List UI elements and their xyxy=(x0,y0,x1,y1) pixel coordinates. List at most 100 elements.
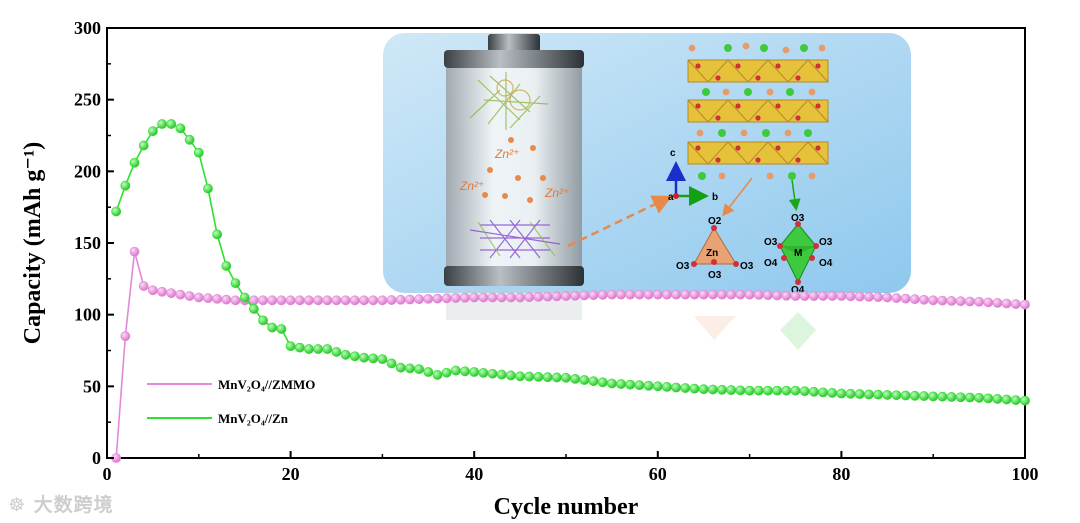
series-1-point xyxy=(873,389,884,400)
series-1-point xyxy=(414,364,425,375)
y-tick-label: 0 xyxy=(92,448,101,468)
series-0-point xyxy=(717,289,727,300)
series-1-point xyxy=(689,383,700,394)
series-0-point xyxy=(203,293,213,304)
series-1-point xyxy=(515,371,525,382)
series-1-point xyxy=(561,372,571,383)
series-1-point xyxy=(845,388,856,399)
series-1-point xyxy=(423,367,434,377)
zn-ion-label-2: Zn²⁺ xyxy=(459,179,484,193)
series-1-point xyxy=(707,384,718,395)
series-0-point xyxy=(386,295,397,305)
series-0-point xyxy=(671,289,682,300)
series-1-point xyxy=(469,367,480,377)
series-1-point xyxy=(184,134,195,145)
crystal-axes: c b a xyxy=(666,148,718,206)
series-0-point xyxy=(432,293,443,304)
series-1-point xyxy=(524,371,535,382)
series-1-point xyxy=(625,379,636,390)
series-1-point xyxy=(983,393,994,404)
legend-label-zn: MnV₂O₄//Zn xyxy=(218,411,289,426)
series-1-point xyxy=(340,349,351,360)
series-1-point xyxy=(662,382,672,392)
series-0-point xyxy=(248,295,259,306)
series-0-point xyxy=(450,293,461,303)
series-1-point xyxy=(496,369,507,380)
series-1-point xyxy=(368,353,379,364)
series-0-point xyxy=(377,295,388,306)
series-1-point xyxy=(698,384,709,395)
series-0-point xyxy=(790,291,801,301)
series-1-point xyxy=(790,385,801,396)
zn-site-arrow xyxy=(722,177,753,217)
series-0-point xyxy=(322,295,333,306)
series-1-point xyxy=(652,381,663,392)
series-0-point xyxy=(726,289,737,300)
series-0-point xyxy=(147,285,158,296)
series-1-point xyxy=(891,390,902,401)
series-0-point xyxy=(818,291,828,301)
series-0-point xyxy=(854,291,865,302)
series-1-point xyxy=(1020,395,1030,406)
series-1-point xyxy=(166,119,177,129)
series-0-point xyxy=(607,289,617,300)
series-0-point xyxy=(405,294,415,305)
series-0-point xyxy=(221,294,232,305)
series-0-point xyxy=(469,292,480,303)
series-0-point xyxy=(864,291,874,302)
series-1-point xyxy=(726,385,737,395)
m-o-right2: O4 xyxy=(819,258,833,269)
y-tick-label: 300 xyxy=(74,18,101,38)
series-0-point xyxy=(285,295,296,306)
zn-ion-label-1: Zn²⁺ xyxy=(494,147,519,161)
series-1-point xyxy=(294,342,305,353)
series-1-point xyxy=(937,391,948,402)
series-1-point xyxy=(882,390,893,400)
series-0-point xyxy=(414,294,425,305)
watermark-logo: ☸ 大数跨境 xyxy=(8,494,114,516)
series-1-point xyxy=(919,391,929,401)
series-0-point xyxy=(441,293,452,304)
series-1-point xyxy=(643,380,654,391)
series-1-point xyxy=(781,385,792,396)
crystal-structure xyxy=(687,42,829,180)
series-0-point xyxy=(799,291,810,301)
series-1-point xyxy=(377,354,388,364)
series-1-point xyxy=(506,370,516,381)
y-tick-label: 50 xyxy=(83,376,101,396)
series-1-point xyxy=(772,385,783,396)
axes-layer: 0 20 40 60 80 100 0 50 100 150 200 250 300 xyxy=(74,18,1039,484)
series-0-point xyxy=(772,290,783,301)
series-1-point xyxy=(221,261,232,271)
series-1-point xyxy=(405,363,415,374)
series-1-point xyxy=(974,392,984,403)
series-0-point xyxy=(157,286,167,297)
series-0-point xyxy=(184,291,195,301)
inset-reflection xyxy=(694,312,816,350)
series-layer xyxy=(111,119,1030,463)
series-0-point xyxy=(423,293,434,304)
series-0-point xyxy=(882,292,893,303)
series-0-point xyxy=(1020,299,1030,310)
series-1-point xyxy=(460,366,470,377)
series-1-point xyxy=(386,358,397,369)
m-octahedron: O3 O3 O4 M O3 O4 O4 xyxy=(764,213,833,296)
y-tick-label: 150 xyxy=(74,233,101,253)
legend-label-zmmo: MnV₂O₄//ZMMO xyxy=(218,377,315,392)
series-0-point xyxy=(395,294,406,305)
series-1-point xyxy=(147,126,158,137)
series-0-point xyxy=(460,292,470,303)
series-0-point xyxy=(166,288,177,299)
series-0-point xyxy=(496,292,507,303)
axis-c-label: c xyxy=(670,148,676,159)
series-0-point xyxy=(524,292,535,303)
series-0-point xyxy=(340,295,351,306)
series-0-point xyxy=(946,296,957,306)
series-1-point xyxy=(542,372,553,383)
series-1-point xyxy=(349,351,360,362)
series-1-point xyxy=(992,394,1003,404)
series-1-point xyxy=(680,383,691,393)
series-0-point xyxy=(551,291,562,302)
x-tick-label: 60 xyxy=(649,464,667,484)
